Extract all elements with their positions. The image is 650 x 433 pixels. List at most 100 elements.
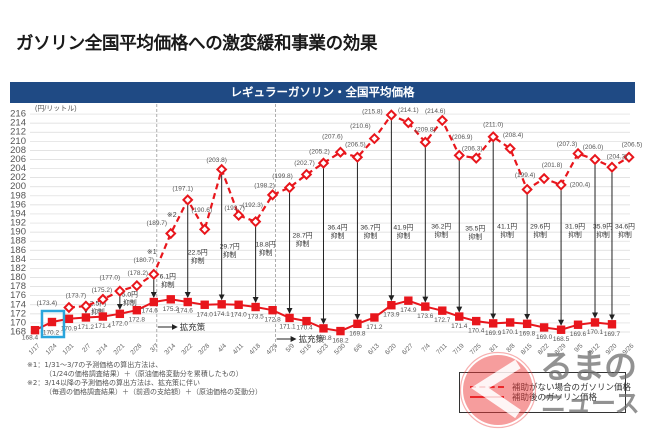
data-point-diamond bbox=[182, 194, 194, 206]
data-label: 174.0 bbox=[230, 311, 247, 318]
data-label: (203.8) bbox=[206, 157, 227, 164]
suppression-amount: 22.5円 bbox=[188, 249, 208, 257]
y-tick-label: 172 bbox=[10, 308, 26, 319]
data-label: 173.6 bbox=[417, 313, 434, 320]
data-point-diamond bbox=[470, 152, 482, 164]
watermark-brand-bottom: ニュース bbox=[541, 389, 640, 418]
x-tick-label: 4/18 bbox=[248, 342, 262, 356]
data-label: (201.8) bbox=[542, 162, 563, 169]
suppression-label: 抑制 bbox=[91, 307, 105, 316]
suppression-label: 抑制 bbox=[296, 239, 310, 248]
markers-with-subsidy bbox=[30, 295, 617, 336]
data-label: (206.3) bbox=[462, 146, 483, 153]
data-label: 171.4 bbox=[95, 323, 112, 330]
data-point-diamond bbox=[453, 149, 465, 162]
suppression-amount: 31.9円 bbox=[565, 223, 585, 231]
data-label: 168.8 bbox=[315, 335, 332, 342]
data-point-diamond bbox=[589, 153, 601, 166]
data-label: (215.8) bbox=[362, 108, 383, 115]
data-label: (177.0) bbox=[100, 275, 121, 282]
chevron-left-circle-logo-icon bbox=[459, 351, 537, 429]
data-point-square bbox=[115, 309, 125, 319]
data-point-diamond bbox=[317, 157, 330, 169]
data-point-diamond bbox=[334, 146, 347, 158]
legend-label: 補助後のガソリン価格 bbox=[512, 393, 598, 403]
data-label: (205.2) bbox=[309, 149, 330, 156]
data-label: (209.8) bbox=[415, 127, 436, 134]
data-label: 171.2 bbox=[366, 324, 383, 331]
data-label: 172.0 bbox=[112, 320, 129, 327]
data-label: (173.7) bbox=[66, 293, 87, 300]
data-point-diamond bbox=[402, 116, 415, 129]
y-tick-label: 190 bbox=[10, 227, 26, 238]
data-point-diamond bbox=[419, 136, 432, 148]
y-tick-label: 170 bbox=[10, 317, 26, 328]
legend-label: 補助がない場合のガソリン価格 bbox=[512, 383, 632, 393]
data-point-square bbox=[98, 312, 108, 321]
suppression-label: 抑制 bbox=[568, 230, 582, 239]
data-point-diamond bbox=[572, 147, 584, 160]
y-tick-label: 214 bbox=[10, 118, 26, 129]
x-tick-label: 5/23 bbox=[316, 342, 330, 356]
markers-no-subsidy bbox=[63, 109, 635, 314]
y-tick-label: 182 bbox=[10, 263, 26, 274]
data-point-square bbox=[590, 318, 600, 327]
x-tick-label: 1/24 bbox=[45, 342, 59, 356]
series-line-no-subsidy bbox=[68, 113, 630, 309]
data-point-square bbox=[353, 319, 362, 329]
data-label: 169.8 bbox=[349, 330, 366, 337]
data-label: 174.6 bbox=[142, 308, 159, 315]
y-tick-label: 196 bbox=[10, 199, 26, 210]
data-point-diamond bbox=[148, 268, 160, 281]
suppression-label: 抑制 bbox=[533, 230, 547, 239]
x-tick-label: 4/11 bbox=[232, 342, 246, 356]
data-point-diamond bbox=[114, 285, 126, 297]
suppression-amount: 29.7円 bbox=[220, 243, 240, 251]
x-tick-label: 5/9 bbox=[285, 342, 297, 354]
suppression-amount: 36.2円 bbox=[431, 223, 451, 231]
data-label: 174.6 bbox=[177, 308, 194, 315]
data-label: (207.3) bbox=[557, 141, 578, 148]
suppression-amount: 18.8円 bbox=[256, 241, 276, 249]
data-label: (206.0) bbox=[583, 144, 604, 151]
data-label: 170.2 bbox=[43, 330, 60, 337]
data-point-square bbox=[472, 316, 481, 326]
data-label: (210.6) bbox=[350, 123, 371, 130]
data-point-square bbox=[64, 314, 74, 324]
suppression-amount: 29.6円 bbox=[530, 223, 550, 231]
data-label: (199.4) bbox=[515, 172, 536, 179]
y-tick-label: 210 bbox=[10, 136, 26, 147]
data-label: (207.6) bbox=[322, 134, 343, 141]
data-point-square bbox=[539, 323, 549, 332]
suppression-amount: 35.5円 bbox=[465, 225, 485, 233]
footnote-2: ※2：3/14以降の予測価格の算出方法は、拡充策に伴い bbox=[27, 379, 201, 387]
suppression-amount: 36.7円 bbox=[360, 224, 380, 232]
data-label: (200.4) bbox=[570, 181, 591, 188]
suppression-label: 抑制 bbox=[223, 250, 237, 259]
data-label: 174.1 bbox=[214, 311, 231, 318]
x-tick-label: 2/21 bbox=[112, 342, 126, 356]
y-tick-label: 174 bbox=[10, 299, 26, 310]
data-label: 174.9 bbox=[400, 307, 417, 314]
y-tick-label: 186 bbox=[10, 245, 26, 256]
data-point-diamond bbox=[198, 223, 211, 236]
data-label: 172.8 bbox=[264, 317, 281, 324]
data-point-square bbox=[166, 295, 175, 304]
data-label: (180.7) bbox=[133, 257, 154, 264]
y-tick-label: 216 bbox=[10, 109, 26, 120]
data-label: (199.8) bbox=[272, 173, 293, 180]
data-point-square bbox=[522, 319, 532, 329]
data-label: (206.9) bbox=[452, 134, 473, 141]
data-point-square bbox=[455, 312, 464, 321]
x-tick-label: 2/14 bbox=[95, 342, 109, 356]
data-point-square bbox=[81, 313, 91, 322]
data-label: 169.0 bbox=[536, 334, 553, 341]
x-tick-label: 6/6 bbox=[353, 342, 365, 354]
data-point-diamond bbox=[351, 151, 364, 163]
y-tick-label: 212 bbox=[10, 127, 26, 138]
suppression-label: 抑制 bbox=[435, 230, 449, 239]
footnotes: ※1：1/31～3/7の予測価格の算出方法は、 （1/24の価格調査結果）＋（原… bbox=[27, 361, 262, 397]
data-label: 173.5 bbox=[247, 314, 264, 321]
data-point-square bbox=[132, 306, 142, 315]
data-label: 173.9 bbox=[383, 312, 400, 319]
